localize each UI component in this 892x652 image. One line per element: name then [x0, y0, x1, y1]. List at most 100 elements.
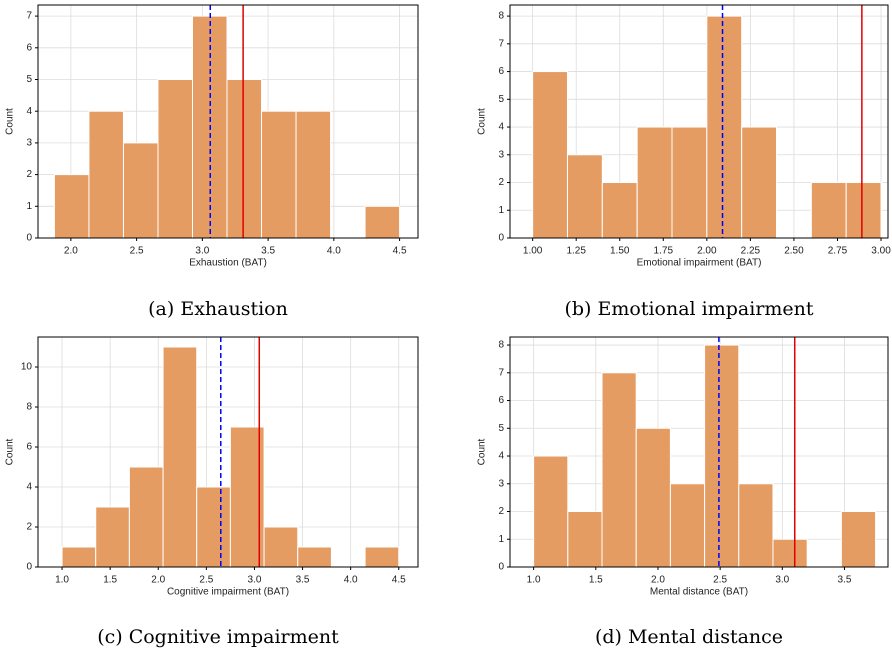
histogram-bar — [61, 546, 97, 568]
y-tick-label: 0 — [26, 233, 32, 244]
y-tick-label: 4 — [26, 106, 32, 117]
histogram-bar — [738, 483, 774, 568]
x-tick-label: 2.00 — [697, 246, 717, 257]
histogram-bar — [532, 71, 568, 239]
x-tick-label: 1.0 — [527, 575, 541, 586]
histogram-bar — [297, 546, 332, 568]
y-tick-label: 2 — [26, 169, 32, 180]
x-tick-label: 1.75 — [654, 246, 674, 257]
y-tick-label: 2 — [498, 506, 504, 517]
histogram-bar — [162, 346, 198, 568]
histogram-bar — [364, 546, 400, 568]
y-tick-label: 5 — [498, 94, 504, 105]
y-axis-label: Count — [5, 108, 16, 135]
y-tick-label: 5 — [26, 74, 32, 85]
x-axis-label: Exhaustion (BAT) — [189, 258, 267, 269]
y-axis-label: Count — [477, 438, 488, 465]
histogram-bar — [128, 466, 164, 568]
caption: (d) Mental distance — [595, 626, 783, 648]
histogram-bar — [533, 455, 569, 568]
histogram-bar — [567, 511, 603, 568]
histogram-bar — [229, 426, 265, 568]
histogram-bar — [671, 126, 708, 239]
histogram-bar — [295, 110, 332, 239]
axes-frame — [37, 336, 419, 568]
histogram-bar — [810, 182, 847, 239]
y-tick-label: 2 — [498, 177, 504, 188]
x-tick-label: 3.0 — [775, 575, 789, 586]
y-tick-label: 3 — [26, 138, 32, 149]
x-tick-label: 1.0 — [55, 575, 69, 586]
x-tick-label: 2.25 — [741, 246, 761, 257]
y-axis-label: Count — [477, 108, 488, 135]
x-tick-label: 3.5 — [296, 575, 310, 586]
caption: (b) Emotional impairment — [564, 298, 813, 320]
y-tick-label: 3 — [498, 478, 504, 489]
histogram-bar — [95, 506, 130, 568]
y-tick-label: 10 — [21, 362, 33, 373]
x-tick-label: 1.5 — [103, 575, 117, 586]
caption: (c) Cognitive impairment — [97, 626, 339, 648]
x-tick-label: 1.50 — [610, 246, 630, 257]
x-tick-label: 2.50 — [784, 246, 804, 257]
x-tick-label: 1.5 — [589, 575, 603, 586]
histogram-bar — [601, 372, 637, 568]
histogram-bar — [845, 182, 882, 239]
x-axis-label: Cognitive impairment (BAT) — [167, 587, 289, 598]
histogram-bar — [157, 78, 193, 239]
y-tick-label: 8 — [498, 11, 504, 22]
histogram-bar — [263, 526, 299, 568]
x-tick-label: 4.5 — [392, 575, 406, 586]
x-tick-label: 3.5 — [838, 575, 852, 586]
histogram-bar — [636, 126, 673, 239]
x-tick-label: 2.75 — [828, 246, 848, 257]
y-tick-label: 0 — [498, 233, 504, 244]
y-tick-label: 7 — [498, 38, 504, 49]
histogram-bar — [566, 154, 603, 239]
y-tick-label: 4 — [498, 122, 504, 133]
axes-frame — [509, 4, 889, 239]
x-tick-label: 1.25 — [566, 246, 586, 257]
histogram-bar — [840, 511, 877, 568]
x-tick-label: 4.5 — [393, 246, 407, 257]
x-axis-label: Mental distance (BAT) — [650, 587, 748, 598]
y-tick-label: 0 — [26, 562, 32, 573]
histogram-bar — [741, 126, 778, 239]
histogram-bar — [88, 110, 124, 239]
x-tick-label: 3.5 — [261, 246, 275, 257]
histogram-bar — [772, 538, 808, 568]
x-tick-label: 4.0 — [344, 575, 358, 586]
y-axis-label: Count — [5, 438, 16, 465]
y-tick-label: 6 — [26, 42, 32, 53]
histogram-bar — [669, 483, 706, 568]
caption: (a) Exhaustion — [148, 298, 288, 320]
histogram-bar — [196, 486, 231, 568]
y-tick-label: 6 — [26, 442, 32, 453]
x-tick-label: 3.00 — [871, 246, 891, 257]
y-tick-label: 5 — [498, 423, 504, 434]
y-tick-label: 2 — [26, 522, 32, 533]
histogram-bar — [364, 205, 401, 239]
x-tick-label: 2.5 — [713, 575, 727, 586]
x-tick-label: 3.0 — [195, 246, 209, 257]
histogram-bar — [704, 344, 740, 568]
histogram-bar — [53, 174, 90, 239]
x-tick-label: 2.5 — [130, 246, 144, 257]
y-tick-label: 3 — [498, 149, 504, 160]
histogram-bar — [261, 110, 297, 239]
y-tick-label: 4 — [498, 451, 504, 462]
x-tick-label: 2.0 — [64, 246, 78, 257]
y-tick-label: 8 — [498, 340, 504, 351]
y-tick-label: 4 — [26, 482, 32, 493]
axes-frame — [509, 336, 889, 568]
y-tick-label: 6 — [498, 395, 504, 406]
y-tick-label: 7 — [26, 11, 32, 22]
x-tick-label: 4.0 — [327, 246, 341, 257]
histogram-bar — [226, 78, 263, 239]
axes-frame — [37, 4, 419, 239]
x-tick-label: 1.00 — [523, 246, 543, 257]
x-tick-label: 2.5 — [199, 575, 213, 586]
x-axis-label: Emotional impairment (BAT) — [637, 258, 762, 269]
y-tick-label: 8 — [26, 402, 32, 413]
